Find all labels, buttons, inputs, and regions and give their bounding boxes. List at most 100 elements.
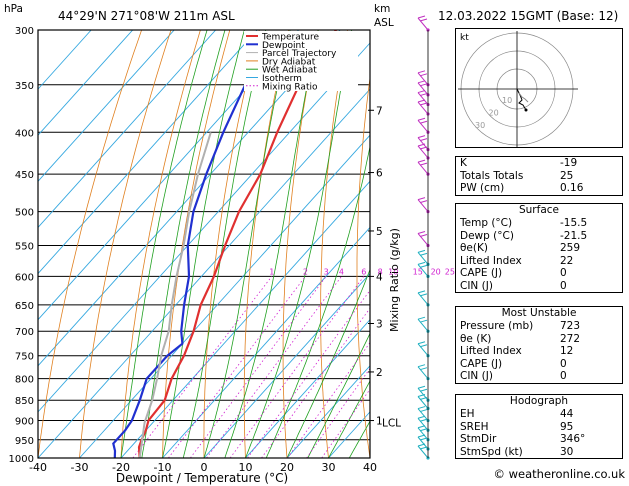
- wind-barb: [417, 252, 429, 265]
- wind-barb-flag: [417, 415, 426, 419]
- temperature-tick-label: -10: [154, 461, 172, 474]
- mixing-ratio-label: 6: [361, 267, 366, 276]
- wind-barb-flag: [419, 367, 428, 371]
- row-label: StmDir: [460, 433, 497, 445]
- pressure-tick-label: 750: [15, 352, 34, 363]
- wind-barb: [417, 82, 429, 96]
- isotherm-line: [38, 30, 258, 275]
- mixing-ratio-axis-label: Mixing Ratio (g/kg): [388, 228, 401, 332]
- row-label: EH: [460, 408, 475, 420]
- temperature-tick-label: 10: [239, 461, 253, 474]
- wind-barb-flag: [419, 200, 428, 204]
- wet-adiabat: [141, 30, 226, 458]
- row-value: 0: [560, 279, 567, 292]
- row-label: SREH: [460, 420, 489, 433]
- isotherm-line: [38, 30, 175, 183]
- table-row: CIN (J) 0: [456, 280, 622, 293]
- temperature-line: [137, 30, 337, 458]
- isotherm-line: [245, 318, 370, 458]
- hodograph-panel: kt 10 20 30: [455, 28, 623, 148]
- wind-barb-flag: [419, 233, 428, 237]
- wind-barb-flag: [419, 428, 428, 432]
- table-row: θe(K) 259: [456, 242, 622, 255]
- temperature-tick-label: -30: [71, 461, 89, 474]
- row-label: CAPE (J): [460, 357, 503, 370]
- row-value: 0.16: [560, 182, 584, 194]
- dewpoint-line: [112, 74, 248, 458]
- table-row: PW (cm) 0.16: [456, 182, 622, 195]
- wind-barb-flag: [419, 146, 428, 150]
- wind-barb: [417, 292, 429, 306]
- table-title: Hodograph: [509, 395, 569, 407]
- row-label: θe (K): [460, 332, 492, 345]
- wind-barb: [417, 161, 429, 175]
- pressure-tick-label: 450: [15, 170, 34, 181]
- wind-barb-flag: [419, 293, 428, 297]
- isotherm-line: [38, 30, 217, 229]
- wind-barb: [417, 396, 429, 409]
- dry-adiabat: [79, 30, 172, 458]
- pressure-tick-label: 800: [15, 375, 34, 386]
- row-value: 0: [560, 267, 567, 279]
- isotherm-line: [286, 365, 370, 458]
- wind-barb-flag: [417, 117, 426, 121]
- row-value: 272: [560, 332, 581, 345]
- x-axis-label: Dewpoint / Temperature (°C): [116, 471, 288, 485]
- wet-adiabat: [328, 380, 370, 458]
- temperature-tick-label: 20: [280, 461, 294, 474]
- row-label: PW (cm): [460, 182, 505, 194]
- table-row: Lifted Index 12: [456, 345, 622, 358]
- hodograph-table: Hodograph EH 44 SREH 95 StmDir 346° StmSpd (kt)…: [455, 394, 623, 459]
- mixing-ratio-label: 25: [445, 267, 455, 276]
- height-tick-label: 7: [376, 105, 383, 117]
- location-title: 44°29'N 271°08'W 211m ASL: [58, 9, 235, 23]
- isotherm-line: [38, 88, 370, 458]
- wind-barb: [417, 343, 429, 357]
- wet-adiabat: [224, 30, 319, 458]
- temperature-tick-label: 30: [322, 461, 336, 474]
- row-label: CAPE (J): [460, 267, 503, 279]
- isotherm-line: [38, 42, 370, 413]
- row-label: Totals Totals: [460, 169, 524, 182]
- row-value: 44: [560, 408, 574, 420]
- wind-barb-flag: [417, 159, 426, 163]
- row-value: 346°: [560, 433, 586, 445]
- wind-barb-flag: [417, 341, 426, 345]
- wind-barb-flag: [419, 319, 428, 323]
- wind-barb-flag: [417, 406, 426, 410]
- table-row: CAPE (J) 0: [456, 358, 622, 371]
- wind-barb: [417, 92, 429, 105]
- wind-barb-flag: [417, 99, 426, 103]
- table-title: Most Unstable: [501, 307, 577, 319]
- temperature-tick-label: -40: [29, 461, 47, 474]
- table-row: SREH 95: [456, 421, 622, 434]
- pressure-tick-label: 350: [15, 81, 34, 92]
- pressure-tick-label: 300: [15, 26, 34, 37]
- wind-barb-flag: [419, 252, 428, 256]
- pressure-tick-label: 850: [15, 396, 34, 407]
- wind-barb-flag: [417, 15, 426, 19]
- dry-adiabat: [282, 30, 319, 458]
- wind-barb-flag: [419, 418, 428, 422]
- wind-barb-flag: [419, 83, 428, 87]
- wind-barb-flag: [417, 394, 426, 397]
- wet-adiabat: [307, 332, 370, 458]
- pressure-tick-label: 650: [15, 301, 34, 312]
- pressure-tick-label: 900: [15, 417, 34, 428]
- mixing-ratio-line: [321, 388, 370, 458]
- mixing-ratio-label: 20: [431, 267, 441, 276]
- wind-barb-flag: [419, 138, 428, 142]
- row-value: 0: [560, 357, 567, 370]
- wind-barb-flag: [417, 290, 426, 294]
- table-row: Dewp (°C) -21.5: [456, 230, 622, 243]
- hodograph-kt-label: kt: [460, 33, 469, 43]
- isotherm-line: [38, 30, 341, 367]
- row-value: -15.5: [560, 217, 588, 229]
- wind-barb-flag: [419, 18, 428, 22]
- row-label: Pressure (mb): [460, 320, 534, 332]
- plot-frame: [37, 29, 371, 459]
- wind-barb-flag: [417, 434, 426, 438]
- row-label: Temp (°C): [460, 217, 513, 229]
- table-row: θe (K) 272: [456, 333, 622, 346]
- table-title: Surface: [518, 204, 559, 216]
